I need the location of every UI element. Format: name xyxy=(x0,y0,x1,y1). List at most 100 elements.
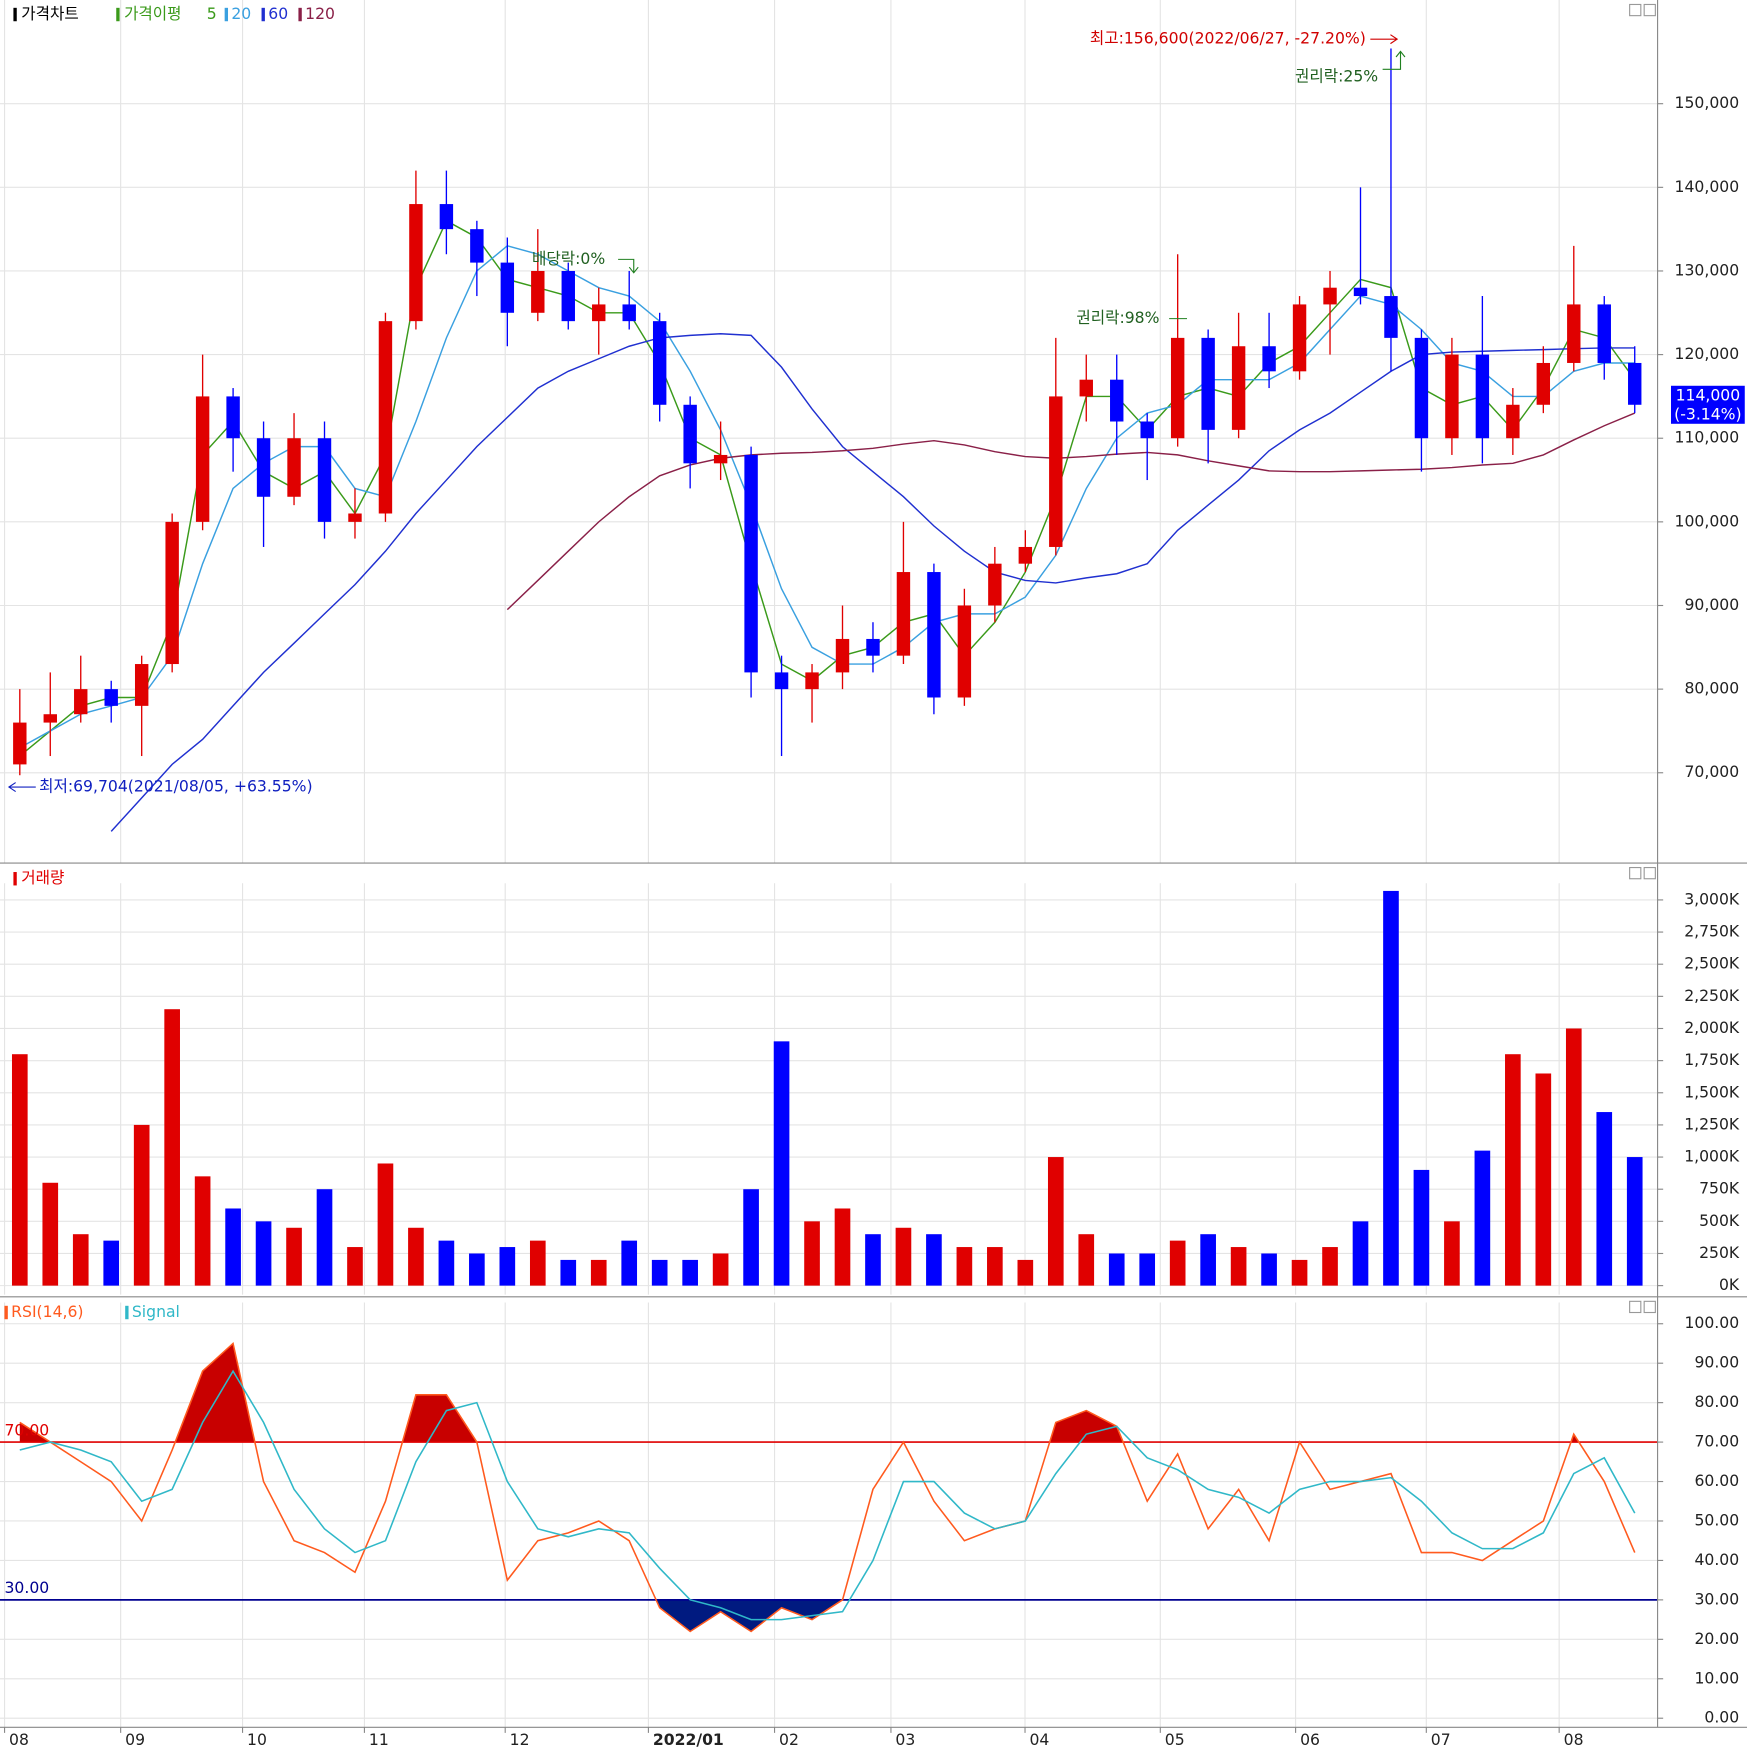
y-tick-label: 150,000 xyxy=(1675,93,1740,112)
volume-bar xyxy=(286,1227,302,1286)
candle-body xyxy=(13,722,27,765)
y-tick-label: 100.00 xyxy=(1684,1313,1739,1332)
candle-body xyxy=(835,638,850,673)
ma-title: 가격이평 xyxy=(124,4,181,23)
y-tick-label: 2,750K xyxy=(1684,922,1740,941)
volume-bar xyxy=(1108,1253,1125,1286)
y-tick-label: 750K xyxy=(1699,1179,1740,1198)
legend-entry: RSI(14,6) xyxy=(11,1302,83,1321)
y-tick-label: 1,500K xyxy=(1684,1082,1740,1101)
panel-close-button[interactable] xyxy=(1643,1300,1656,1314)
y-tick-label: 1,750K xyxy=(1684,1050,1740,1069)
volume-bar xyxy=(773,1041,790,1286)
candle-body xyxy=(1201,337,1215,430)
legend-entry: Signal xyxy=(132,1302,180,1321)
candle-body xyxy=(927,572,941,698)
volume-bar xyxy=(1505,1054,1521,1286)
candle-body xyxy=(439,204,454,230)
volume-bar xyxy=(621,1240,638,1286)
y-tick-label: 120,000 xyxy=(1675,344,1740,363)
candle-body xyxy=(1262,346,1276,372)
volume-bar xyxy=(834,1208,851,1286)
candle-body xyxy=(1079,379,1093,397)
candle-body xyxy=(378,321,393,514)
candle-body xyxy=(317,438,332,522)
volume-legend: 거래량 xyxy=(13,868,64,887)
candle-body xyxy=(1018,546,1033,564)
y-tick-label: 70,000 xyxy=(1684,762,1739,781)
candle-body xyxy=(287,438,301,497)
annotation-arrow xyxy=(7,782,36,792)
volume-bar xyxy=(72,1234,89,1286)
volume-bar xyxy=(682,1259,698,1286)
y-tick-label: 0.00 xyxy=(1704,1708,1739,1727)
candle-body xyxy=(1628,362,1642,405)
axis-area xyxy=(1657,0,1747,1753)
y-tick-label: 2,000K xyxy=(1684,1018,1740,1037)
volume-bar xyxy=(1474,1150,1491,1286)
legend-swatch xyxy=(13,7,17,22)
volume-bar xyxy=(1169,1240,1186,1286)
legend-swatch xyxy=(224,7,229,22)
legend-swatch xyxy=(298,7,302,22)
annotation-arrow xyxy=(618,258,639,274)
legend-entry: 60 xyxy=(268,4,288,23)
candle-body xyxy=(1231,346,1246,430)
volume-bar xyxy=(1047,1157,1064,1286)
candle-body xyxy=(1384,296,1398,338)
x-tick-label: 06 xyxy=(1300,1730,1320,1749)
annotation: 권리락:98% xyxy=(1076,308,1159,327)
y-tick-label: 90.00 xyxy=(1694,1353,1739,1372)
volume-bar xyxy=(926,1234,942,1286)
volume-bar xyxy=(987,1247,1003,1286)
volume-bar xyxy=(1017,1259,1034,1286)
y-tick-label: 130,000 xyxy=(1675,260,1740,279)
volume-bar xyxy=(1078,1234,1095,1286)
rsi-legend: RSI(14,6) Signal xyxy=(4,1302,180,1321)
volume-bar xyxy=(438,1240,455,1286)
annotation: 최저:69,704(2021/08/05, +63.55%) xyxy=(39,777,313,796)
last-price-change: (-3.14%) xyxy=(1674,404,1741,423)
panel-minimize-button[interactable] xyxy=(1629,1300,1642,1314)
panel-close-button[interactable] xyxy=(1643,866,1656,880)
x-tick-label: 08 xyxy=(9,1730,29,1749)
panel-close-button[interactable] xyxy=(1643,3,1656,17)
candle-body xyxy=(1536,362,1551,405)
y-tick-label: 90,000 xyxy=(1684,595,1739,614)
legend-swatch xyxy=(13,872,17,886)
moving-average-line xyxy=(110,332,1635,832)
annotation-arrow xyxy=(1382,50,1406,70)
y-tick-label: 1,000K xyxy=(1684,1147,1740,1166)
price-legend: 가격차트 가격이평 5 20 60 120 xyxy=(13,4,335,23)
volume-bar xyxy=(469,1253,485,1286)
y-tick-label: 100,000 xyxy=(1675,511,1740,530)
legend-entry: 120 xyxy=(305,4,335,23)
candle-body xyxy=(134,664,149,706)
y-tick-label: 2,250K xyxy=(1684,986,1740,1005)
volume-bar xyxy=(1230,1247,1247,1286)
x-tick-label: 08 xyxy=(1564,1730,1584,1749)
panel-minimize-button[interactable] xyxy=(1629,3,1642,17)
volume-bar xyxy=(1291,1259,1308,1286)
candle-body xyxy=(561,270,575,322)
threshold-label: 30.00 xyxy=(4,1578,49,1597)
x-tick-label: 05 xyxy=(1165,1730,1185,1749)
volume-bar xyxy=(804,1221,820,1286)
candle-body xyxy=(1445,354,1459,439)
volume-bar xyxy=(1139,1253,1156,1286)
y-tick-label: 60.00 xyxy=(1694,1471,1739,1490)
volume-bar xyxy=(956,1247,973,1286)
candle-body xyxy=(1353,287,1368,297)
y-tick-label: 110,000 xyxy=(1675,428,1740,447)
last-price-box xyxy=(1670,385,1745,424)
candle-body xyxy=(896,572,911,656)
y-tick-label: 2,500K xyxy=(1684,954,1740,973)
grid-layer xyxy=(0,0,1658,1728)
panel-minimize-button[interactable] xyxy=(1629,866,1642,880)
rsi-line xyxy=(19,1369,1636,1621)
volume-bar xyxy=(194,1176,211,1286)
annotation: 배당락:0% xyxy=(532,249,605,268)
x-tick-label: 09 xyxy=(125,1730,145,1749)
x-tick-label: 10 xyxy=(247,1730,267,1749)
